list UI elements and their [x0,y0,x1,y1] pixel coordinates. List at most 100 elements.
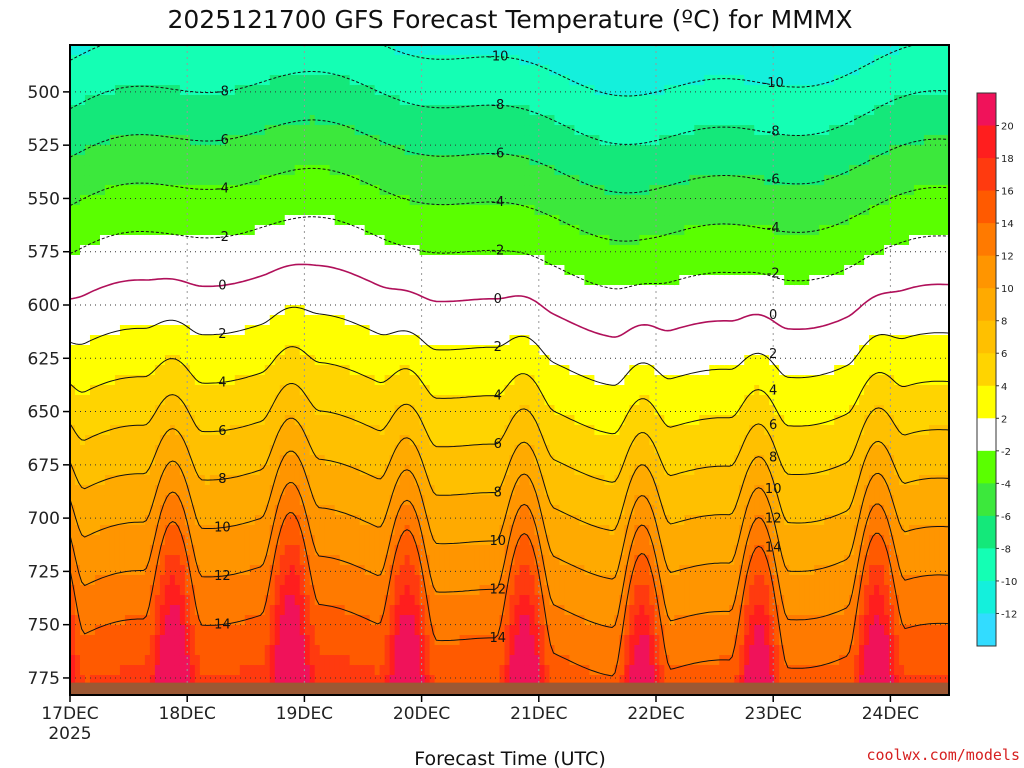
field-cell [319,485,326,496]
field-cell [89,535,96,546]
field-cell [419,575,426,586]
field-cell [334,565,341,576]
field-cell [419,675,426,686]
field-cell [384,55,391,66]
field-cell [154,395,161,406]
field-cell [70,395,76,406]
field-cell [344,95,351,106]
field-cell [429,225,436,236]
field-cell [344,285,351,296]
field-cell [424,465,431,476]
field-cell [139,545,146,556]
field-cell [179,345,186,356]
field-cell [154,265,161,276]
field-cell [384,125,391,136]
field-cell [359,145,366,156]
field-cell [264,195,271,206]
field-cell [289,635,296,646]
field-cell [184,175,191,186]
field-cell [394,95,401,106]
field-cell [429,525,436,536]
field-cell [284,615,291,626]
field-cell [279,225,286,236]
field-cell [109,335,116,346]
field-cell [229,135,236,146]
field-cell [299,375,306,386]
field-cell [169,135,176,146]
field-cell [99,655,106,666]
field-cell [359,325,366,336]
field-cell [234,505,241,516]
field-cell [109,415,116,426]
field-cell [249,445,256,456]
field-cell [404,585,411,596]
field-cell [394,75,401,86]
field-cell [334,665,341,676]
field-cell [124,45,131,56]
field-cell [79,145,86,156]
field-cell [154,635,161,646]
field-cell [104,445,111,456]
field-cell [89,245,96,256]
field-cell [339,365,346,376]
field-cell [254,405,261,416]
field-cell [329,655,336,666]
field-cell [294,285,301,296]
field-cell [304,95,311,106]
field-cell [164,645,171,656]
field-cell [134,285,141,296]
field-cell [324,155,331,166]
field-cell [314,305,321,316]
field-cell [164,605,171,616]
field-cell [99,175,106,186]
field-cell [289,355,296,366]
field-cell [414,205,421,216]
field-cell [229,165,236,176]
field-cell [374,445,381,456]
field-cell [244,105,251,116]
field-cell [449,65,456,76]
field-cell [209,125,216,136]
field-cell [329,575,336,586]
field-cell [289,515,296,526]
field-cell [144,675,151,686]
field-cell [384,535,391,546]
field-cell [154,105,161,116]
field-cell [339,495,346,506]
field-cell [174,585,181,596]
field-cell [279,495,286,506]
field-cell [264,205,271,216]
field-cell [364,645,371,656]
field-cell [259,405,266,416]
field-cell [314,435,321,446]
field-cell [429,415,436,426]
field-cell [124,395,131,406]
field-cell [199,65,206,76]
field-cell [234,195,241,206]
field-cell [279,325,286,336]
field-cell [234,675,241,686]
field-cell [404,375,411,386]
field-cell [389,315,396,326]
field-cell [309,465,316,476]
field-cell [449,75,456,86]
field-cell [434,425,441,436]
field-cell [189,165,196,176]
field-cell [434,65,441,76]
field-cell [394,455,401,466]
field-cell [414,385,421,396]
field-cell [249,285,256,296]
field-cell [149,135,156,146]
field-cell [179,45,186,56]
field-cell [174,305,181,316]
field-cell [334,115,341,126]
field-cell [379,305,386,316]
field-cell [319,255,326,266]
field-cell [239,435,246,446]
field-cell [239,345,246,356]
field-cell [159,215,166,226]
field-cell [144,95,151,106]
field-cell [194,395,201,406]
field-cell [244,165,251,176]
field-cell [234,615,241,626]
